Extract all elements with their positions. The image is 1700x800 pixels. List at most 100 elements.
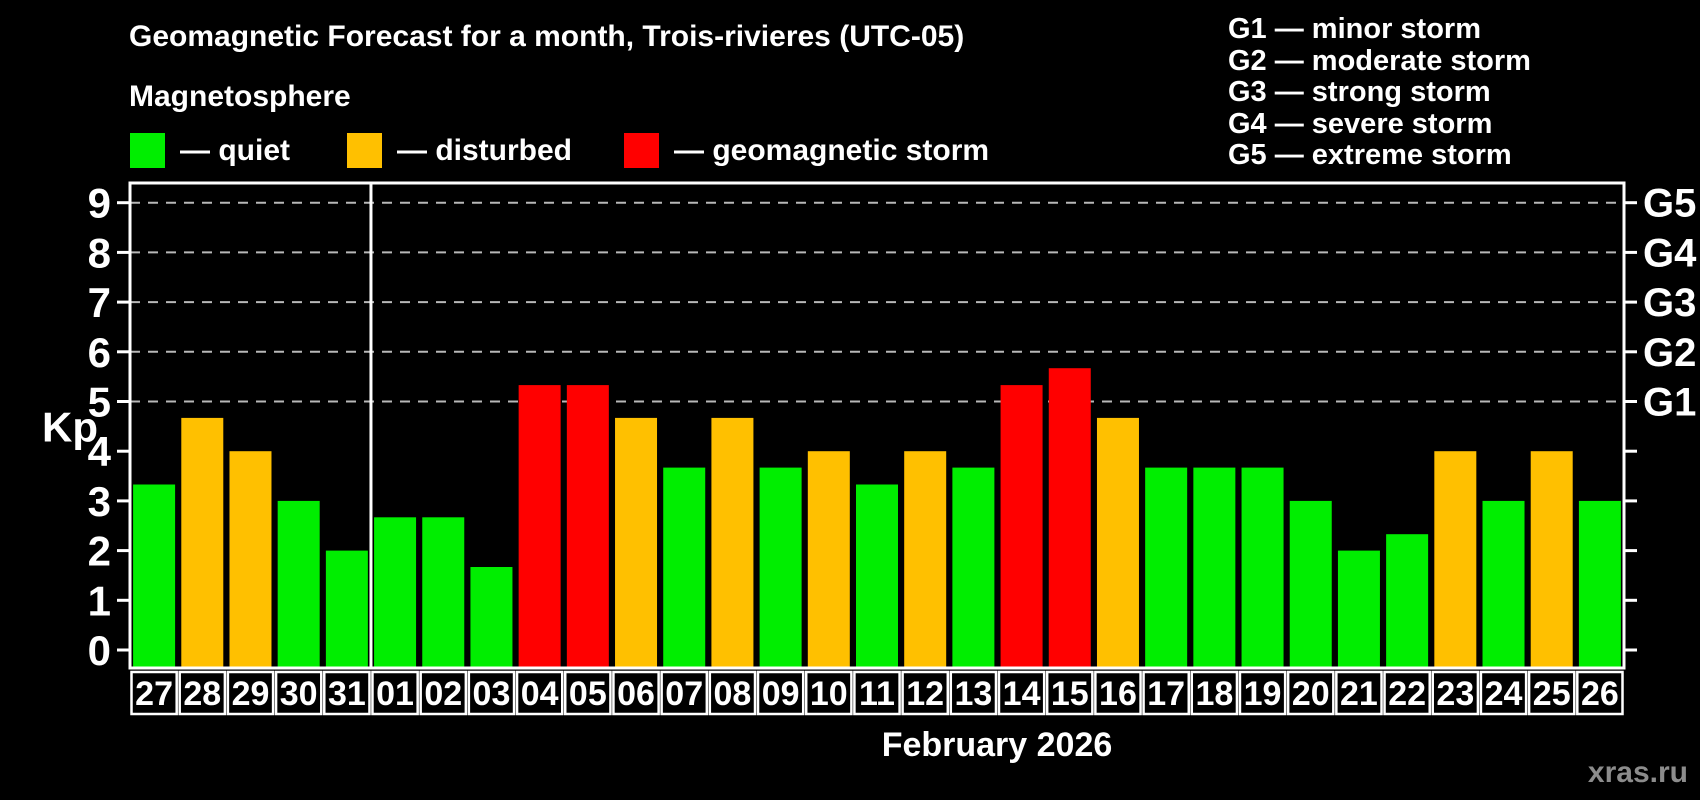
y-axis-label-6: 6	[88, 329, 111, 376]
kp-bar-day-04	[518, 385, 561, 668]
x-axis-day-label-11: 11	[859, 675, 895, 713]
y-axis-label-7: 7	[88, 279, 111, 326]
kp-bar-day-07	[663, 467, 706, 668]
x-axis-day-label-19: 19	[1244, 675, 1282, 713]
kp-bar-day-26	[1578, 500, 1621, 668]
page-title: Geomagnetic Forecast for a month, Trois-…	[129, 20, 965, 53]
x-axis-day-cell-23	[1431, 670, 1480, 716]
x-axis-day-label-12: 12	[906, 675, 944, 713]
kp-bar-day-06	[615, 417, 658, 668]
kp-bar-day-19	[1241, 467, 1284, 668]
kp-bar-day-02	[422, 517, 465, 668]
legend-item-quiet: — quiet	[130, 133, 290, 168]
x-axis-day-cell-03	[467, 670, 516, 716]
disturbed-color-swatch	[347, 133, 382, 168]
y-axis-label-3: 3	[88, 478, 111, 525]
kp-bar-day-12	[904, 451, 947, 668]
x-axis-month-label: February 2026	[881, 726, 1113, 764]
x-axis-day-label-08: 08	[714, 675, 752, 713]
legend-item-disturbed: — disturbed	[347, 133, 572, 168]
x-axis-day-cell-17	[1142, 670, 1191, 716]
kp-bar-day-01	[374, 517, 417, 668]
x-axis-day-cell-22	[1383, 670, 1431, 716]
kp-bar-day-23	[1434, 451, 1477, 668]
x-axis-day-cell-06	[612, 670, 660, 716]
kp-bar-day-29	[229, 451, 272, 668]
x-axis-day-label-01: 01	[376, 675, 414, 713]
x-axis-day-cell-11	[853, 670, 901, 716]
x-axis-day-label-22: 22	[1388, 675, 1426, 713]
kp-bar-day-09	[759, 467, 802, 668]
legend-item-storm: — geomagnetic storm	[624, 133, 989, 168]
magnetosphere-label: Magnetosphere	[129, 80, 351, 113]
g4-description: G4 — severe storm	[1228, 107, 1493, 140]
x-axis-day-label-18: 18	[1195, 675, 1233, 713]
x-axis-day-label-25: 25	[1533, 675, 1571, 713]
kp-bar-day-18	[1193, 467, 1236, 668]
x-axis-day-cell-01	[371, 670, 419, 716]
x-axis-day-cell-08	[708, 670, 757, 716]
right-axis-label-G5: G5	[1643, 182, 1696, 226]
y-axis-label-4: 4	[88, 428, 112, 475]
kp-bar-day-22	[1386, 534, 1429, 668]
x-axis-day-label-16: 16	[1099, 675, 1137, 713]
x-axis-day-label-21: 21	[1340, 675, 1378, 713]
x-axis-day-label-09: 09	[762, 675, 800, 713]
legend-label-storm: — geomagnetic storm	[674, 134, 990, 167]
kp-bar-day-15	[1048, 368, 1091, 668]
x-axis-day-cell-28	[178, 670, 227, 716]
x-axis-day-cell-07	[660, 670, 709, 716]
x-axis-day-cell-13	[949, 670, 998, 716]
kp-bar-day-28	[181, 417, 224, 668]
x-axis-day-cell-29	[226, 670, 275, 716]
kp-bar-day-16	[1096, 417, 1139, 668]
g5-description: G5 — extreme storm	[1228, 139, 1512, 171]
g3-description: G3 — strong storm	[1228, 76, 1491, 108]
x-axis-day-label-02: 02	[424, 675, 462, 713]
y-axis-label-5: 5	[88, 379, 111, 426]
x-axis-day-label-20: 20	[1292, 675, 1330, 713]
kp-bar-day-13	[952, 467, 995, 668]
x-axis-day-label-29: 29	[232, 675, 270, 713]
x-axis-day-cell-16	[1094, 670, 1142, 716]
x-axis-day-label-24: 24	[1485, 675, 1523, 713]
x-axis-day-label-27: 27	[135, 675, 173, 713]
kp-bar-day-30	[277, 500, 320, 668]
x-axis-day-label-10: 10	[810, 675, 848, 713]
y-axis-label-2: 2	[88, 528, 111, 575]
x-axis-day-cell-20	[1286, 670, 1335, 716]
x-axis-day-label-28: 28	[183, 675, 221, 713]
y-axis-label-9: 9	[88, 180, 111, 227]
x-axis-day-label-17: 17	[1147, 675, 1185, 713]
y-axis-title-kp: Kp	[42, 403, 98, 450]
x-axis-day-cell-10	[804, 670, 853, 716]
y-axis-label-0: 0	[88, 627, 111, 674]
x-axis-day-cell-31	[323, 670, 371, 716]
x-axis-day-cell-18	[1190, 670, 1239, 716]
x-axis-day-cell-05	[563, 670, 612, 716]
kp-bar-day-11	[856, 484, 898, 668]
y-axis-label-1: 1	[88, 577, 111, 624]
legend-label-quiet: — quiet	[180, 134, 290, 167]
plot-border	[128, 181, 1626, 670]
x-axis-day-label-03: 03	[473, 675, 511, 713]
x-axis-day-label-07: 07	[665, 675, 703, 713]
x-axis-day-cell-15	[1045, 670, 1094, 716]
storm-color-swatch	[624, 133, 659, 168]
kp-bar-day-03	[470, 567, 513, 668]
quiet-color-swatch	[130, 133, 165, 168]
right-axis-label-G3: G3	[1643, 281, 1696, 325]
x-axis-day-label-23: 23	[1436, 675, 1474, 713]
g2-description: G2 — moderate storm	[1228, 44, 1531, 77]
right-axis-label-G2: G2	[1643, 331, 1696, 375]
x-axis-day-cell-12	[901, 670, 950, 716]
x-axis-day-cell-21	[1335, 670, 1383, 716]
x-axis-day-cell-26	[1576, 670, 1624, 716]
kp-bar-day-25	[1530, 451, 1573, 668]
g1-description: G1 — minor storm	[1228, 13, 1481, 45]
x-axis-day-cell-24	[1479, 670, 1528, 716]
kp-bar-day-05	[566, 385, 609, 668]
x-axis-day-label-26: 26	[1581, 675, 1619, 713]
